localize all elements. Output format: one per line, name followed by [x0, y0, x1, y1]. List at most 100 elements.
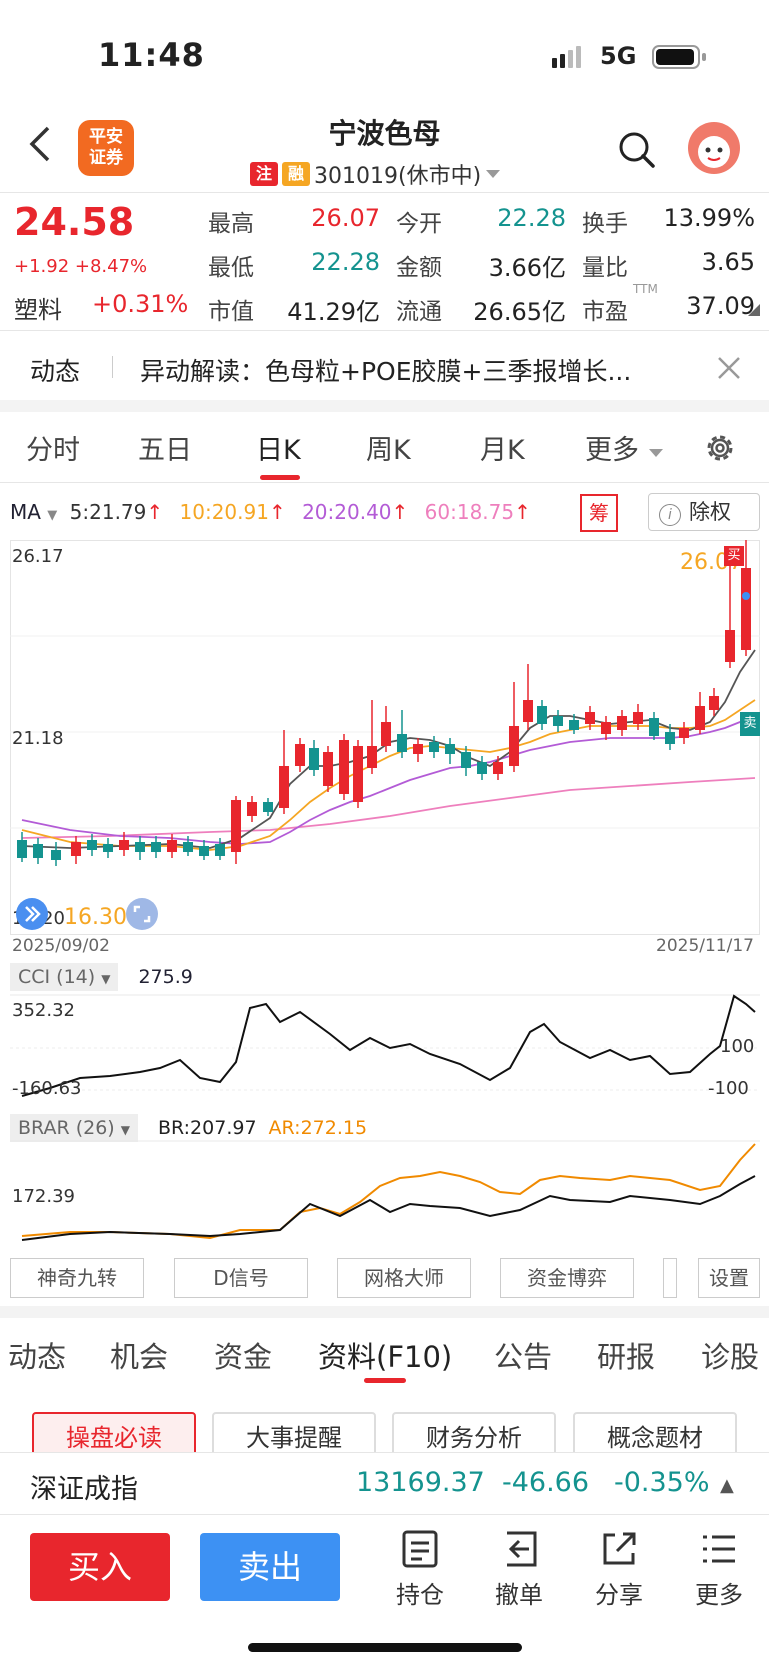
candle-body	[725, 630, 735, 662]
cancel-order-button[interactable]: 撤单	[484, 1529, 554, 1610]
up-arrow-icon: ↑	[514, 500, 531, 524]
quote-label: 金额	[396, 255, 442, 281]
quote-label: 最高	[208, 211, 254, 237]
tab-more[interactable]: 更多	[585, 428, 664, 467]
tool-grid-master[interactable]: 网格大师	[337, 1258, 471, 1298]
search-button[interactable]	[617, 130, 657, 170]
sub-btn-events[interactable]: 大事提醒	[212, 1412, 376, 1456]
btab-announcement[interactable]: 公告	[494, 1340, 553, 1374]
assistant-avatar[interactable]	[688, 122, 740, 174]
quote-value: 22.28	[311, 248, 380, 276]
candle-body	[103, 844, 113, 852]
share-icon	[603, 1532, 636, 1565]
menu-icon	[703, 1535, 735, 1563]
buy-signal-marker: 买	[724, 546, 744, 566]
kline-chart[interactable]	[10, 540, 760, 935]
chart-settings-button[interactable]	[702, 430, 738, 466]
news-close-button[interactable]	[716, 346, 742, 395]
tool-d-signal[interactable]: D信号	[174, 1258, 308, 1298]
tool-nine-turns[interactable]: 神奇九转	[10, 1258, 144, 1298]
tabs-divider	[0, 482, 769, 483]
candle-body	[279, 766, 289, 808]
sector-name[interactable]: 塑料	[14, 296, 62, 324]
cci-selector[interactable]: CCI (14) ▼	[10, 963, 119, 991]
btab-news[interactable]: 动态	[8, 1340, 67, 1374]
brar-selector[interactable]: BRAR (26) ▼	[10, 1114, 138, 1142]
news-bar[interactable]: 动态 异动解读：色母粒+POE胶膜+三季报增长...	[0, 338, 769, 394]
candle-body	[71, 842, 81, 856]
brar-header: BRAR (26) ▼ BR:207.97 AR:272.15	[10, 1114, 367, 1142]
ma5-path	[21, 649, 756, 849]
share-button[interactable]: 分享	[584, 1529, 654, 1610]
tab-day-k[interactable]: 日K	[256, 435, 301, 466]
candle-body	[339, 740, 349, 794]
candle-body	[413, 744, 423, 754]
sector-change: +0.31%	[92, 290, 189, 318]
position-button[interactable]: 持仓	[385, 1529, 455, 1610]
cci-line	[21, 994, 756, 1097]
quote-label: 市盈	[582, 299, 628, 325]
ma-legend: MA ▼ 5:21.79↑ 10:20.91↑ 20:20.40↑ 60:18.…	[10, 500, 531, 524]
stock-code-status: 301019(休市中)	[314, 164, 482, 189]
kline-y-high: 26.17	[12, 546, 64, 567]
ma60-line	[21, 777, 756, 839]
tab-five-day[interactable]: 五日	[138, 435, 192, 466]
btab-f10[interactable]: 资料(F10)	[318, 1340, 453, 1374]
more-button[interactable]: 更多	[684, 1529, 754, 1610]
pe-ttm-superscript: TTM	[633, 282, 658, 296]
tool-fund-game[interactable]: 资金博弈	[500, 1258, 634, 1298]
cci-chart[interactable]	[10, 994, 760, 1104]
candle-body	[509, 726, 519, 766]
candle-body	[695, 706, 705, 730]
btab-research[interactable]: 研报	[597, 1340, 656, 1374]
candle-body	[247, 802, 257, 816]
news-headline[interactable]: 异动解读：色母粒+POE胶膜+三季报增长...	[140, 357, 632, 386]
tab-month-k[interactable]: 月K	[480, 435, 525, 466]
fullscreen-button[interactable]	[126, 898, 158, 930]
quote-label: 流通	[396, 299, 442, 325]
candle-body	[397, 734, 407, 752]
caret-up-icon[interactable]: ▲	[720, 1475, 734, 1496]
btab-opportunity[interactable]: 机会	[110, 1340, 169, 1374]
ma-selector[interactable]: MA ▼	[10, 500, 64, 524]
candle-body	[553, 716, 563, 726]
position-label: 持仓	[396, 1581, 444, 1609]
stock-code-selector[interactable]: 注 融 301019(休市中)	[250, 158, 501, 190]
tab-intraday[interactable]: 分时	[26, 435, 80, 466]
brar-chart[interactable]	[10, 1140, 760, 1248]
candle-body	[263, 802, 273, 812]
candle-body	[87, 840, 97, 850]
ma5-line	[21, 649, 756, 849]
candle-body	[537, 706, 547, 724]
index-ticker[interactable]: 深证成指 13169.37 -46.66 -0.35% ▲	[0, 1452, 769, 1514]
buy-button[interactable]: 买入	[30, 1533, 170, 1601]
candle-body	[309, 748, 319, 770]
broker-logo: 平安 证券	[78, 120, 134, 176]
kline-low-marker: 16.30	[64, 905, 127, 930]
candle-body	[665, 732, 675, 744]
document-icon	[402, 1530, 438, 1568]
sub-btn-finance[interactable]: 财务分析	[392, 1412, 556, 1456]
sub-btn-must-read[interactable]: 操盘必读	[32, 1412, 196, 1456]
quote-divider	[0, 330, 769, 331]
margin-tag-rong: 融	[282, 162, 310, 186]
section-gap	[0, 400, 769, 412]
candle-body	[617, 716, 627, 730]
candle-body	[633, 712, 643, 724]
collapse-left-button[interactable]	[16, 898, 48, 930]
btab-funds[interactable]: 资金	[214, 1340, 273, 1374]
home-indicator	[248, 1643, 522, 1652]
back-button[interactable]	[24, 122, 64, 172]
btab-diagnosis[interactable]: 诊股	[701, 1340, 760, 1374]
tab-more-label: 更多	[585, 435, 639, 466]
news-label: 动态	[30, 357, 81, 386]
sub-btn-concepts[interactable]: 概念题材	[573, 1412, 737, 1456]
tab-week-k[interactable]: 周K	[366, 435, 411, 466]
chip-distribution-button[interactable]: 筹	[580, 494, 618, 532]
sell-button[interactable]: 卖出	[200, 1533, 340, 1601]
quote-value: 13.99%	[663, 204, 755, 232]
tool-more-partial[interactable]	[663, 1258, 677, 1298]
tool-settings[interactable]: 设置	[698, 1258, 760, 1298]
expand-corner-icon[interactable]	[748, 304, 760, 316]
ex-right-button[interactable]: i 除权	[648, 493, 760, 531]
